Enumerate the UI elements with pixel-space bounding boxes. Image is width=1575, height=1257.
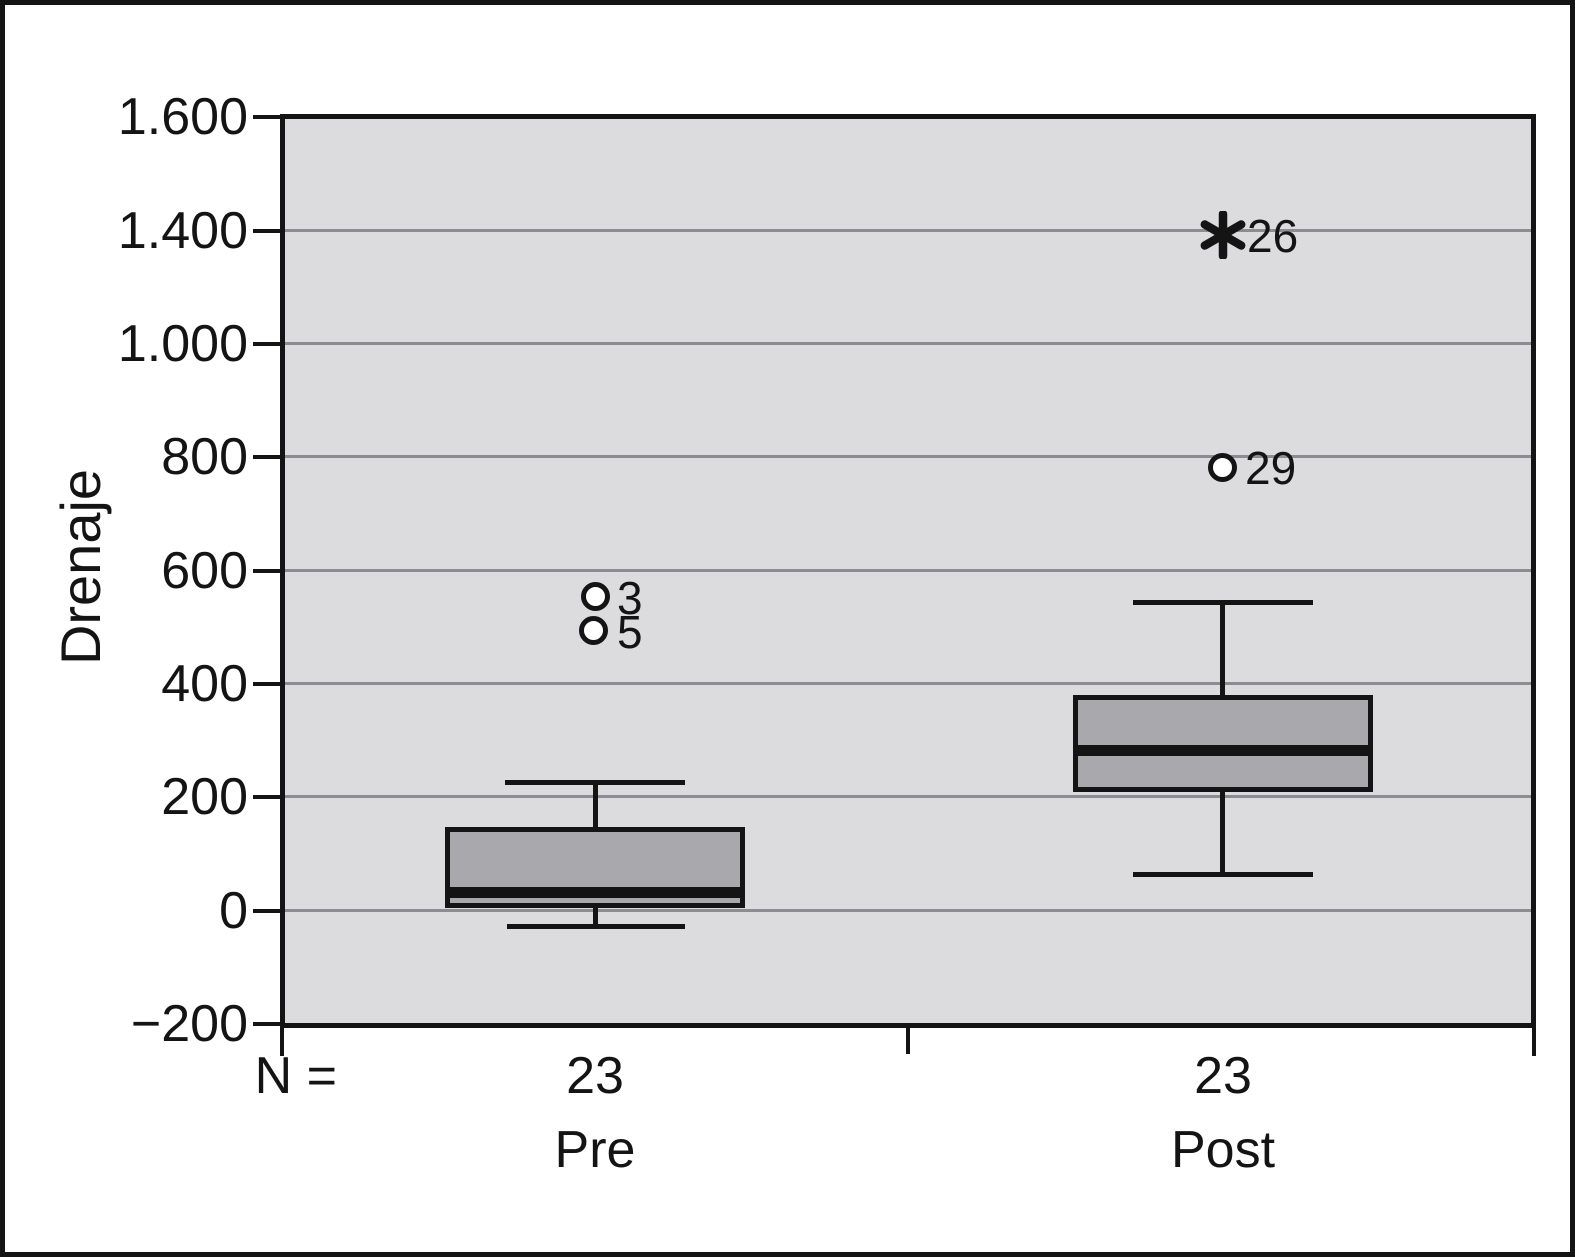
gridline xyxy=(285,455,1531,458)
x-axis-n-value-pre: 23 xyxy=(566,1047,624,1105)
x-axis-n-prefix: N = xyxy=(254,1047,337,1105)
y-axis-tick xyxy=(253,569,280,573)
outlier-circle-icon xyxy=(579,616,608,645)
y-axis-tick xyxy=(253,229,280,233)
y-axis-tick xyxy=(253,342,280,346)
box xyxy=(1073,695,1373,792)
x-axis-tick xyxy=(280,1028,284,1056)
y-axis-title-text: Drenaje xyxy=(49,468,112,666)
gridline xyxy=(285,229,1531,232)
whisker-line-top xyxy=(593,783,598,829)
y-axis-tick xyxy=(253,909,280,913)
y-axis-tick xyxy=(253,795,280,799)
x-axis-n-value-post: 23 xyxy=(1194,1047,1252,1105)
whisker-line-bottom xyxy=(593,906,598,927)
y-tick-label: 1.400 xyxy=(117,202,248,260)
y-tick-label: 400 xyxy=(161,655,248,713)
extreme-outlier-asterisk-icon xyxy=(1200,211,1246,259)
gridline xyxy=(285,569,1531,572)
gridline xyxy=(285,795,1531,798)
whisker-cap-bottom xyxy=(1133,872,1313,877)
outlier-circle-icon xyxy=(581,582,610,611)
whisker-line-top xyxy=(1220,603,1225,697)
whisker-cap-top xyxy=(505,780,685,785)
y-axis-tick xyxy=(253,682,280,686)
x-axis-tick xyxy=(1532,1028,1536,1056)
y-tick-label: 1.000 xyxy=(117,315,248,373)
whisker-cap-top xyxy=(1133,600,1313,605)
outlier-case-label: 3 xyxy=(617,572,643,624)
y-tick-label: 600 xyxy=(161,542,248,600)
y-tick-label: 200 xyxy=(161,768,248,826)
outlier-circle-icon xyxy=(1208,453,1237,482)
whisker-line-bottom xyxy=(1220,790,1225,875)
y-tick-label: 1.600 xyxy=(117,88,248,146)
whisker-cap-bottom xyxy=(507,924,685,929)
outlier-case-label: 29 xyxy=(1245,442,1297,494)
outlier-case-label: 26 xyxy=(1247,210,1299,262)
gridline xyxy=(285,342,1531,345)
x-axis-category-label-pre: Pre xyxy=(554,1121,636,1179)
y-axis-tick xyxy=(253,1022,280,1026)
outlier-case-label: 5 xyxy=(617,606,643,658)
y-tick-label: −200 xyxy=(130,995,248,1053)
gridline xyxy=(285,682,1531,685)
median-line xyxy=(450,887,740,898)
y-axis-tick xyxy=(253,455,280,459)
gridline xyxy=(285,909,1531,912)
x-axis-category-label-post: Post xyxy=(1170,1121,1276,1179)
x-axis-tick xyxy=(906,1028,910,1054)
y-axis-tick xyxy=(253,115,280,119)
y-tick-label: 800 xyxy=(161,428,248,486)
y-tick-label: 0 xyxy=(219,882,248,940)
median-line xyxy=(1078,745,1368,756)
